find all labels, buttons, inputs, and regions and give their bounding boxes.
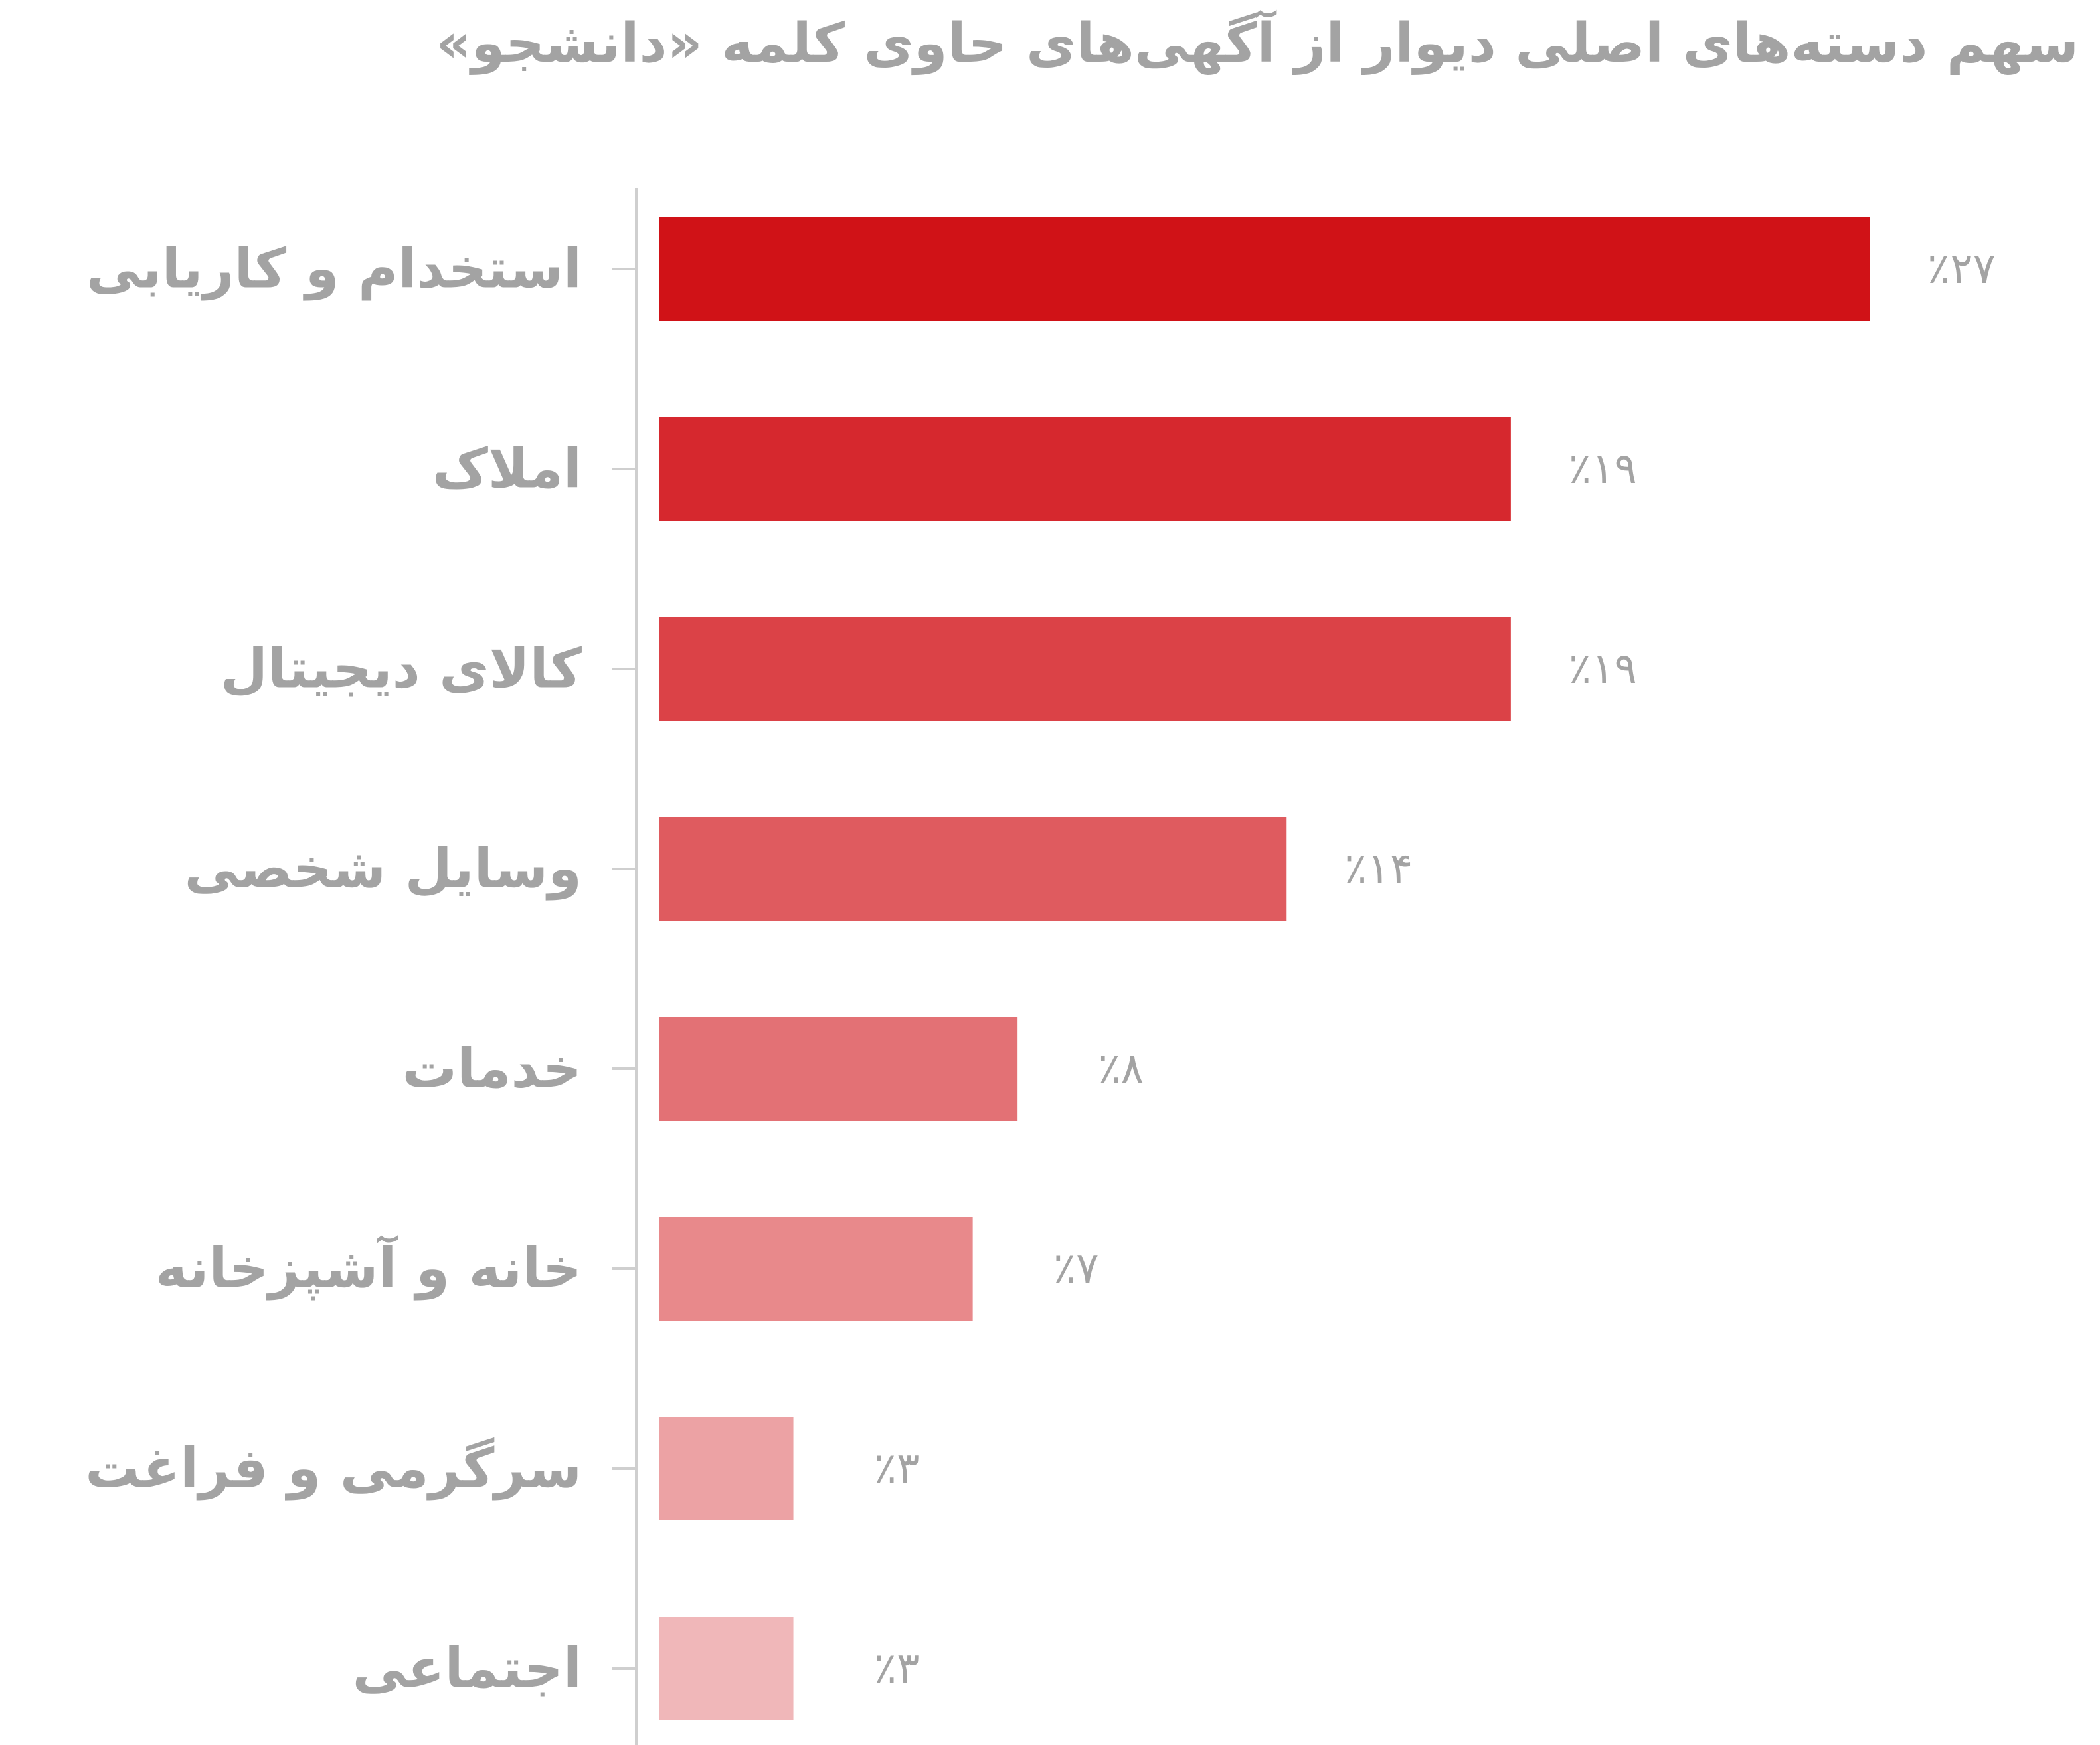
category-labels: استخدام و کاریابی املاک کالای دیجیتال وسایل… (85, 238, 582, 1700)
value-label: ٪۷ (1053, 1244, 1099, 1293)
value-labels: ٪۲۷ ٪۱۹ ٪۱۹ ٪۱۴ ٪۸ ٪۷ ٪۳ ٪۳ (874, 244, 1996, 1693)
bar (659, 617, 1511, 721)
category-label: خانه و آشپزخانه (155, 1235, 582, 1301)
chart-title: سهم دسته‌های اصلی دیوار از آگهی‌های حاوی… (436, 12, 2079, 75)
category-label: استخدام و کاریابی (86, 238, 582, 302)
bar (659, 1017, 1018, 1121)
value-label: ٪۳ (874, 1444, 920, 1493)
value-label: ٪۸ (1098, 1044, 1144, 1093)
category-label: املاک (432, 438, 582, 501)
y-axis-ticks (612, 268, 636, 1670)
category-label: سرگرمی و فراغت (85, 1437, 582, 1501)
category-label: اجتماعی (353, 1637, 582, 1700)
value-label: ٪۱۴ (1344, 844, 1413, 893)
category-label: وسایل شخصی (185, 838, 582, 901)
category-label: خدمات (402, 1038, 582, 1101)
bar (659, 1417, 794, 1520)
bar (659, 817, 1287, 921)
bar (659, 417, 1511, 521)
value-label: ٪۱۹ (1569, 644, 1637, 693)
category-label: کالای دیجیتال (220, 638, 582, 701)
bar (659, 1217, 973, 1321)
value-label: ٪۲۷ (1927, 244, 1996, 294)
bar (659, 217, 1870, 321)
value-label: ٪۱۹ (1569, 444, 1637, 494)
bar (659, 1617, 794, 1720)
value-label: ٪۳ (874, 1644, 920, 1693)
bars (659, 217, 1870, 1720)
